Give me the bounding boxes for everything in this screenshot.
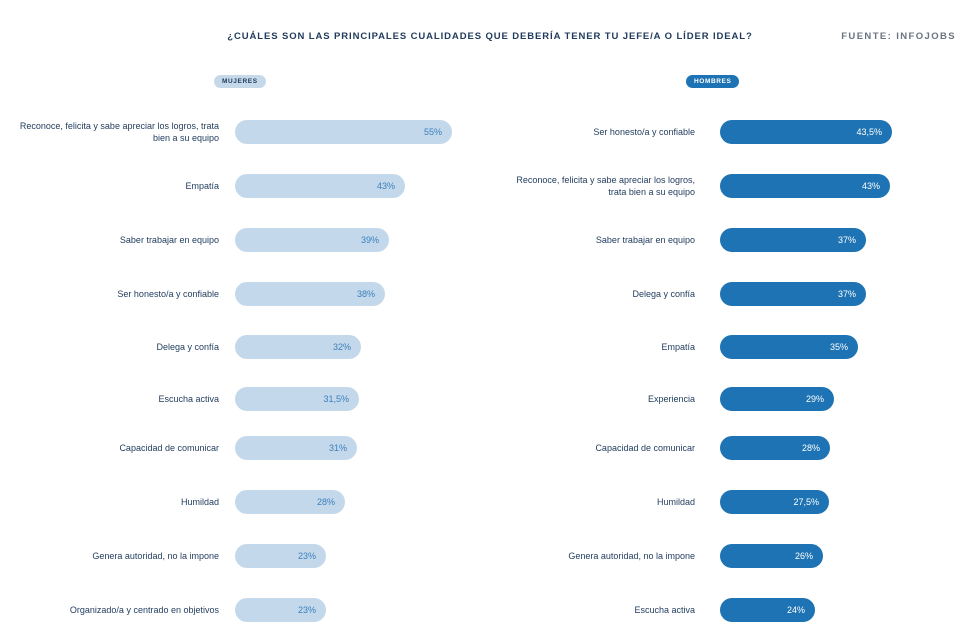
men-bar: 35% (720, 335, 858, 359)
women-category-label: Humildad (180, 497, 219, 507)
women-category-label: Escucha activa (158, 394, 219, 404)
men-category-label: Empatía (661, 342, 695, 352)
women-category-label: Saber trabajar en equipo (119, 235, 219, 245)
men-value-label: 24% (786, 605, 805, 615)
women-row: Reconoce, felicita y sabe apreciar los l… (0, 120, 490, 144)
women-value-label: 31% (328, 443, 347, 453)
men-value-label: 26% (794, 551, 813, 561)
men-bar: 29% (720, 387, 834, 411)
women-category-label: Delega y confía (156, 342, 219, 352)
women-row: Saber trabajar en equipo 39% (0, 228, 490, 252)
men-badge: HOMBRES (686, 75, 740, 88)
men-value-label: 43,5% (856, 127, 882, 137)
women-value-label: 31,5% (323, 394, 349, 404)
women-row: Genera autoridad, no la impone 23% (0, 544, 490, 568)
women-row: Capacidad de comunicar 31% (0, 436, 490, 460)
women-value-label: 43% (376, 181, 395, 191)
men-row: Genera autoridad, no la impone 26% (490, 544, 980, 568)
men-row: Saber trabajar en equipo 37% (490, 228, 980, 252)
women-value-label: 32% (332, 342, 351, 352)
men-row: Capacidad de comunicar 28% (490, 436, 980, 460)
women-bar: 31,5% (235, 387, 359, 411)
men-bar: 43% (720, 174, 890, 198)
men-bar: 26% (720, 544, 823, 568)
men-bar: 28% (720, 436, 830, 460)
men-bar: 43,5% (720, 120, 892, 144)
men-category-label: Genera autoridad, no la impone (568, 551, 695, 561)
source-label: FUENTE: INFOJOBS (841, 31, 956, 42)
men-row: Empatía 35% (490, 335, 980, 359)
women-bar: 31% (235, 436, 357, 460)
men-row: Escucha activa 24% (490, 598, 980, 622)
women-bar: 23% (235, 544, 326, 568)
women-badge: MUJERES (214, 75, 266, 88)
men-row: Humildad 27,5% (490, 490, 980, 514)
women-category-label: Ser honesto/a y confiable (117, 289, 219, 299)
women-row: Humildad 28% (0, 490, 490, 514)
men-value-label: 28% (801, 443, 820, 453)
women-value-label: 28% (316, 497, 335, 507)
women-category-label: Reconoce, felicita y sabe apreciar los l… (19, 121, 219, 143)
men-bar: 24% (720, 598, 815, 622)
women-bar: 32% (235, 335, 361, 359)
men-row: Ser honesto/a y confiable 43,5% (490, 120, 980, 144)
women-row: Delega y confía 32% (0, 335, 490, 359)
men-value-label: 27,5% (793, 497, 819, 507)
women-category-label: Genera autoridad, no la impone (92, 551, 219, 561)
women-row: Organizado/a y centrado en objetivos 23% (0, 598, 490, 622)
women-bar: 43% (235, 174, 405, 198)
women-bar: 23% (235, 598, 326, 622)
women-row: Empatía 43% (0, 174, 490, 198)
men-value-label: 29% (805, 394, 824, 404)
women-panel: MUJERES Reconoce, felicita y sabe apreci… (0, 75, 490, 622)
women-bar: 39% (235, 228, 389, 252)
men-category-label: Capacidad de comunicar (595, 443, 695, 453)
men-value-label: 35% (829, 342, 848, 352)
chart-title: ¿CUÁLES SON LAS PRINCIPALES CUALIDADES Q… (227, 31, 753, 42)
men-row: Reconoce, felicita y sabe apreciar los l… (490, 174, 980, 198)
women-value-label: 39% (360, 235, 379, 245)
women-bar: 38% (235, 282, 385, 306)
women-row: Escucha activa 31,5% (0, 387, 490, 411)
women-value-label: 55% (423, 127, 442, 137)
men-category-label: Escucha activa (634, 605, 695, 615)
women-value-label: 38% (356, 289, 375, 299)
men-value-label: 43% (861, 181, 880, 191)
women-value-label: 23% (297, 551, 316, 561)
men-bar: 37% (720, 228, 866, 252)
women-category-label: Empatía (185, 181, 219, 191)
men-category-label: Humildad (656, 497, 695, 507)
women-category-label: Organizado/a y centrado en objetivos (69, 605, 219, 615)
women-bar: 28% (235, 490, 345, 514)
women-bar: 55% (235, 120, 452, 144)
men-bar: 27,5% (720, 490, 829, 514)
men-category-label: Saber trabajar en equipo (595, 235, 695, 245)
men-bar: 37% (720, 282, 866, 306)
men-row: Delega y confía 37% (490, 282, 980, 306)
men-category-label: Delega y confía (632, 289, 695, 299)
men-category-label: Experiencia (647, 394, 695, 404)
men-value-label: 37% (837, 289, 856, 299)
women-value-label: 23% (297, 605, 316, 615)
women-row: Ser honesto/a y confiable 38% (0, 282, 490, 306)
men-category-label: Ser honesto/a y confiable (593, 127, 695, 137)
men-value-label: 37% (837, 235, 856, 245)
men-row: Experiencia 29% (490, 387, 980, 411)
men-category-label: Reconoce, felicita y sabe apreciar los l… (516, 175, 695, 197)
women-category-label: Capacidad de comunicar (119, 443, 219, 453)
men-panel: HOMBRES Ser honesto/a y confiable 43,5% Re… (490, 0, 980, 639)
